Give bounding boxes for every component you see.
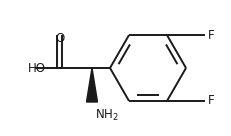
Text: O: O [55, 32, 64, 45]
Text: HO: HO [28, 61, 46, 75]
Text: F: F [207, 94, 214, 107]
Polygon shape [86, 68, 97, 102]
Text: F: F [207, 29, 214, 42]
Text: NH$_2$: NH$_2$ [94, 108, 118, 123]
